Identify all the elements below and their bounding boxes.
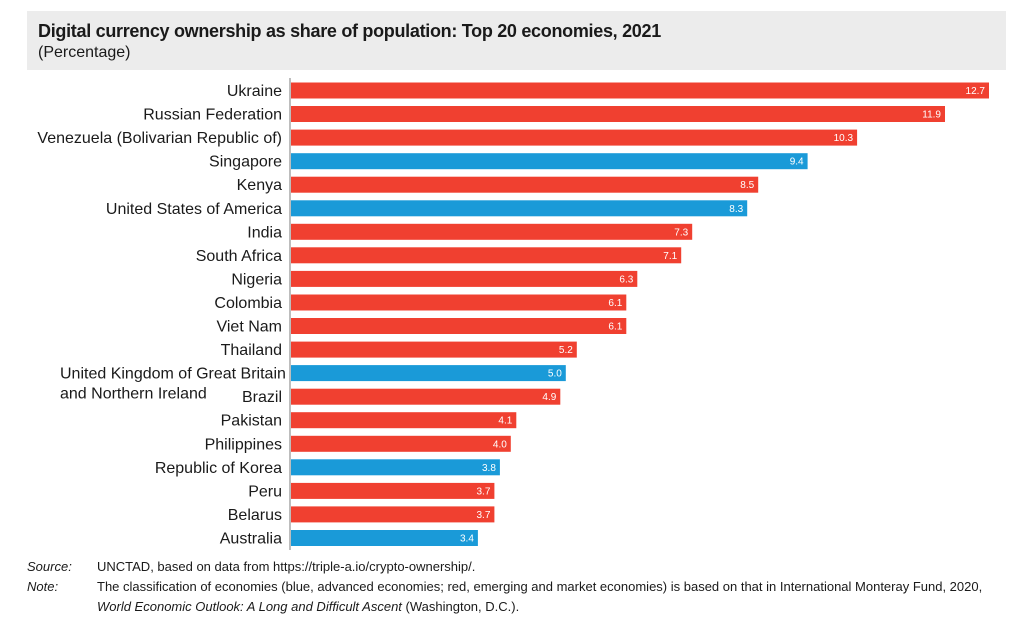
- bar-15: [291, 412, 517, 429]
- bar-value-label: 7.3: [674, 227, 688, 238]
- bar-value-label: 4.0: [493, 439, 507, 450]
- category-label: Australia: [220, 531, 282, 548]
- bar-13: [291, 365, 566, 382]
- category-label: Pakistan: [221, 413, 282, 430]
- source-text: UNCTAD, based on data from https://tripl…: [97, 559, 476, 574]
- bar-value-label: 3.7: [476, 486, 490, 497]
- bar-value-label: 5.2: [559, 345, 573, 356]
- bar-value-label: 7.1: [663, 251, 677, 262]
- bar-7: [291, 223, 693, 240]
- bar-value-label: 6.3: [619, 274, 633, 285]
- bar-value-label: 3.4: [460, 534, 474, 545]
- bar-value-label: 8.5: [740, 180, 754, 191]
- category-label: Ukraine: [227, 83, 282, 100]
- category-label: Kenya: [237, 177, 282, 194]
- category-label: Nigeria: [231, 271, 282, 288]
- bar-value-label: 9.4: [790, 157, 804, 168]
- category-labels: Ukraine Russian Federation Venezuela (Boli…: [37, 83, 285, 548]
- bar-value-label: 4.1: [498, 416, 512, 427]
- bar-value-label: 3.7: [476, 510, 490, 521]
- note-line-1: The classification of economies (blue, a…: [97, 579, 983, 594]
- category-label: Venezuela (Bolivarian Republic of): [37, 130, 282, 147]
- chart-title: Digital currency ownership as share of p…: [38, 21, 661, 41]
- bar-20: [291, 530, 478, 546]
- bar-8: [291, 247, 682, 264]
- bar-2: [291, 106, 945, 122]
- bar-10: [291, 294, 627, 311]
- bar-6: [291, 200, 748, 217]
- chart-notes: Source: UNCTAD, based on data from https…: [27, 557, 1017, 617]
- note-text: The classification of economies (blue, a…: [97, 577, 1017, 617]
- note-publication-place: (Washington, D.C.).: [401, 599, 520, 614]
- category-label: India: [247, 224, 282, 241]
- bars-layer: 12.7 11.9 10.3 9.4 8.5 8.3 7.3 7.1 6.3 6.1 6.1 5.2 5…: [291, 82, 989, 546]
- category-label-line: and Northern Ireland: [60, 386, 207, 403]
- bar-value-label: 3.8: [482, 463, 496, 474]
- bar-value-label: 5.0: [548, 369, 562, 380]
- bar-1: [291, 82, 989, 99]
- bar-value-label: 4.9: [542, 392, 556, 403]
- bar-value-label: 6.1: [608, 322, 622, 333]
- category-label: South Africa: [196, 248, 282, 265]
- category-label: United States of America: [106, 201, 282, 218]
- note-row: Note: The classification of economies (b…: [27, 577, 1017, 617]
- category-label: United Kingdom of Great Britain and North…: [60, 366, 286, 403]
- bar-16: [291, 435, 511, 452]
- category-label: Russian Federation: [143, 107, 282, 124]
- bar-9: [291, 270, 638, 287]
- bar-14: [291, 388, 561, 405]
- note-publication-title: World Economic Outlook: A Long and Diffi…: [97, 599, 402, 614]
- bar-11: [291, 318, 627, 334]
- bar-5: [291, 176, 759, 193]
- category-label: Thailand: [221, 342, 282, 359]
- category-label: Brazil: [242, 389, 282, 406]
- bar-19: [291, 506, 495, 523]
- bar-value-label: 11.9: [922, 110, 941, 121]
- bar-3: [291, 129, 858, 146]
- category-label: Singapore: [209, 154, 282, 171]
- bar-12: [291, 341, 577, 358]
- category-label: Peru: [248, 483, 282, 500]
- category-label: Philippines: [205, 436, 282, 453]
- bar-value-label: 6.1: [608, 298, 622, 309]
- bar-4: [291, 153, 808, 170]
- note-line-2: World Economic Outlook: A Long and Diffi…: [97, 597, 1017, 617]
- bar-chart: 12.7 11.9 10.3 9.4 8.5 8.3 7.3 7.1 6.3 6.1 6.1 5.2 5…: [37, 78, 989, 550]
- category-label: Colombia: [214, 295, 282, 312]
- bar-value-label: 8.3: [729, 204, 743, 215]
- bar-18: [291, 482, 495, 499]
- chart-subtitle: (Percentage): [38, 44, 131, 61]
- category-label: Belarus: [228, 507, 282, 524]
- category-label: Republic of Korea: [155, 460, 282, 477]
- category-label: Viet Nam: [216, 319, 282, 336]
- source-key: Source:: [27, 559, 72, 574]
- bar-value-label: 12.7: [966, 86, 986, 97]
- note-key: Note:: [27, 579, 59, 594]
- source-row: Source: UNCTAD, based on data from https…: [27, 557, 1017, 577]
- bar-value-label: 10.3: [834, 133, 854, 144]
- chart-header: Digital currency ownership as share of p…: [27, 11, 1006, 70]
- category-label-line: United Kingdom of Great Britain: [60, 366, 286, 383]
- bar-17: [291, 459, 500, 476]
